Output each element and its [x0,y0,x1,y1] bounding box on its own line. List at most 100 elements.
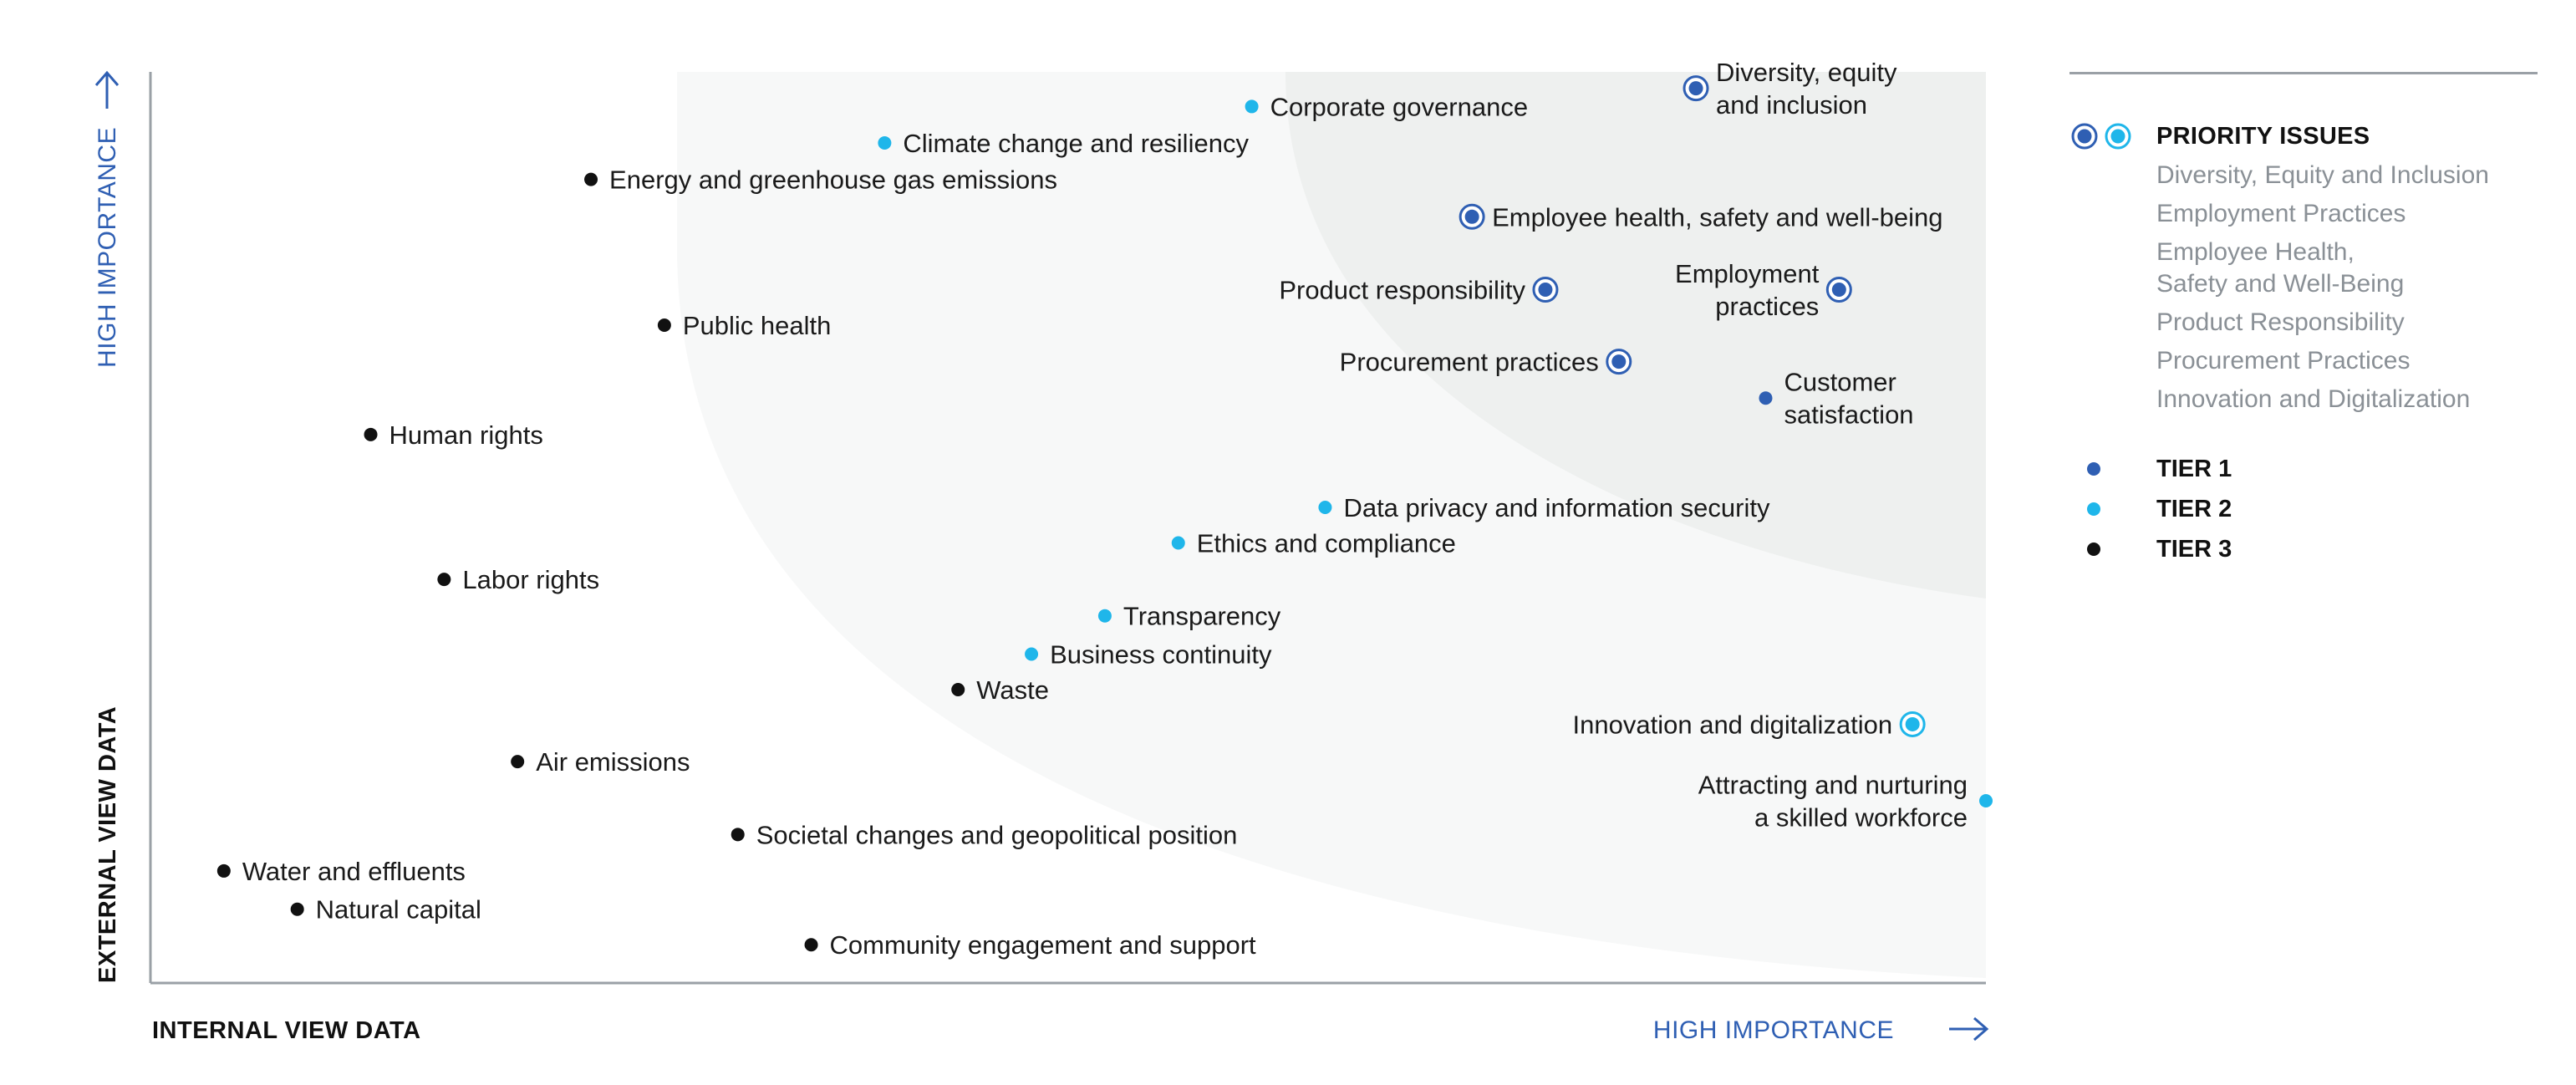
marker-air-emissions [511,755,525,769]
legend-priority-item: Innovation and Digitalization [2156,385,2471,413]
label-procurement-practices: Procurement practices [1340,348,1599,377]
marker-employment-practices [1831,283,1846,298]
label-air-emissions: Air emissions [536,747,690,777]
marker-societal-changes-and-geopolitical-position [731,828,745,842]
legend-tier-2: TIER 2 [2069,489,2538,529]
point-climate-change-and-resiliency: Climate change and resiliency [878,129,1249,158]
label-community-engagement-and-support: Community engagement and support [830,930,1256,960]
marker-product-responsibility [1538,283,1553,298]
x-axis-title: INTERNAL VIEW DATA [152,1017,421,1044]
point-water-and-effluents: Water and effluents [216,857,466,886]
label-diversity-equity-and-inclusion: Diversity, equity and inclusion [1716,58,1897,120]
marker-water-and-effluents [216,863,231,878]
label-human-rights: Human rights [389,420,543,450]
marker-public-health [657,318,671,333]
marker-corporate-governance [1245,99,1259,114]
marker-ethics-and-compliance [1171,536,1185,550]
legend-tier-1-label: TIER 1 [2156,455,2232,482]
marker-procurement-practices [1611,354,1627,369]
legend-tiers: TIER 1 TIER 2 TIER 3 [2069,449,2538,569]
marker-customer-satisfaction [1759,391,1773,405]
legend-priority-item: Employee Health, Safety and Well-Being [2156,238,2405,298]
point-product-responsibility: Product responsibility [1279,276,1559,305]
point-community-engagement-and-support: Community engagement and support [804,930,1256,960]
marker-employee-health-safety-and-well-being [1464,209,1479,224]
label-business-continuity: Business continuity [1050,640,1272,670]
x-axis-high-label: HIGH IMPORTANCE [1653,1016,1894,1044]
label-data-privacy-and-information-security: Data privacy and information security [1343,493,1770,522]
marker-natural-capital [290,902,304,916]
legend-priority-item: Product Responsibility [2156,308,2405,336]
point-innovation-and-digitalization: Innovation and digitalization [1573,710,1926,739]
y-axis-arrow-icon [94,70,120,109]
label-societal-changes-and-geopolitical-position: Societal changes and geopolitical positi… [756,820,1238,849]
legend-tier-2-label: TIER 2 [2156,495,2232,522]
label-customer-satisfaction: Customer satisfaction [1784,368,1913,430]
point-data-privacy-and-information-security: Data privacy and information security [1318,493,1770,522]
point-energy-and-greenhouse-gas-emissions: Energy and greenhouse gas emissions [584,166,1057,195]
legend-priority-list: Diversity, Equity and Inclusion Employme… [2069,160,2538,415]
marker-human-rights [364,427,378,441]
legend-priority-row: PRIORITY ISSUES [2069,118,2538,155]
point-public-health: Public health [657,311,832,340]
marker-attracting-and-nurturing-a-skilled-workforce [1979,794,1993,807]
marker-climate-change-and-resiliency [878,136,892,150]
label-corporate-governance: Corporate governance [1270,92,1528,121]
point-attracting-and-nurturing-a-skilled-workforce: Attracting and nurturing a skilled workfo… [1698,771,1993,833]
point-labor-rights: Labor rights [437,565,599,594]
label-ethics-and-compliance: Ethics and compliance [1197,529,1456,558]
label-waste: Waste [976,675,1049,705]
tier-3-dot-icon [2087,542,2100,556]
marker-transparency [1097,609,1112,623]
legend-priority-title: PRIORITY ISSUES [2156,122,2370,150]
legend-tier-3: TIER 3 [2069,529,2538,569]
priority-zone-inner [1285,72,1986,599]
legend-tier-1: TIER 1 [2069,449,2538,489]
point-employee-health-safety-and-well-being: Employee health, safety and well-being [1459,202,1943,232]
legend-priority-item: Diversity, Equity and Inclusion [2156,161,2489,189]
label-product-responsibility: Product responsibility [1279,276,1525,305]
point-societal-changes-and-geopolitical-position: Societal changes and geopolitical positi… [731,820,1238,849]
marker-business-continuity [1025,647,1039,661]
marker-diversity-equity-and-inclusion [1688,81,1703,96]
label-water-and-effluents: Water and effluents [242,857,466,886]
label-natural-capital: Natural capital [316,895,481,925]
legend-tier-3-label: TIER 3 [2156,535,2232,563]
materiality-chart: INTERNAL VIEW DATA HIGH IMPORTANCE EXTER… [94,58,1993,1044]
legend-priority-item: Employment Practices [2156,200,2406,227]
label-labor-rights: Labor rights [462,565,599,594]
point-customer-satisfaction: Customer satisfaction [1759,368,1914,430]
point-employment-practices: Employment practices [1675,259,1852,321]
tier-1-dot-icon [2087,462,2100,476]
point-diversity-equity-and-inclusion: Diversity, equity and inclusion [1683,58,1897,120]
data-points: Diversity, equity and inclusion Corporate … [216,58,1993,960]
marker-labor-rights [437,573,451,587]
marker-energy-and-greenhouse-gas-emissions [584,172,598,186]
x-axis-arrow-icon [1949,1016,1989,1042]
point-natural-capital: Natural capital [290,895,481,925]
legend: PRIORITY ISSUES Diversity, Equity and In… [2069,72,2538,569]
point-waste: Waste [951,675,1049,705]
marker-data-privacy-and-information-security [1318,501,1332,515]
label-energy-and-greenhouse-gas-emissions: Energy and greenhouse gas emissions [609,166,1057,195]
label-employment-practices: Employment practices [1675,259,1820,321]
legend-priority-item: Procurement Practices [2156,347,2411,374]
point-human-rights: Human rights [364,420,543,450]
marker-community-engagement-and-support [804,938,818,952]
point-business-continuity: Business continuity [1025,640,1272,670]
point-transparency: Transparency [1097,602,1281,631]
y-axis-title: EXTERNAL VIEW DATA [94,706,121,983]
point-ethics-and-compliance: Ethics and compliance [1171,529,1456,558]
point-corporate-governance: Corporate governance [1245,92,1528,121]
point-air-emissions: Air emissions [511,747,690,777]
label-attracting-and-nurturing-a-skilled-workforce: Attracting and nurturing a skilled workfo… [1698,771,1968,833]
label-employee-health-safety-and-well-being: Employee health, safety and well-being [1492,202,1942,232]
label-public-health: Public health [683,311,832,340]
tier-2-dot-icon [2087,502,2100,516]
priority-ring-icon [2069,118,2156,155]
y-axis-high-label: HIGH IMPORTANCE [94,127,121,368]
marker-innovation-and-digitalization [1905,716,1920,731]
legend-divider [2069,72,2538,74]
marker-waste [951,683,965,697]
label-climate-change-and-resiliency: Climate change and resiliency [903,129,1249,158]
